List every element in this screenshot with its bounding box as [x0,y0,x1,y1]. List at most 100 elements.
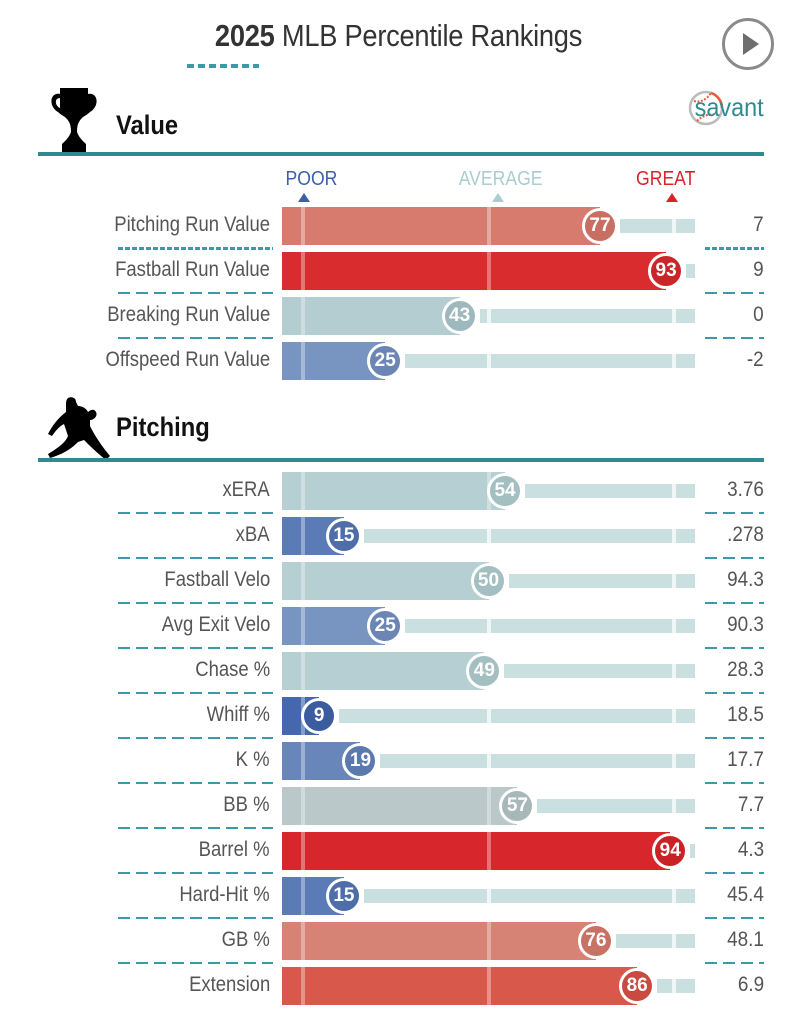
reference-line [486,889,491,903]
row-divider [118,872,273,874]
reference-line [672,309,677,323]
metric-row: Whiff % 9 18.5 [0,697,797,735]
reference-line [300,967,305,1005]
remaining-track [686,264,695,278]
reference-line [486,619,491,633]
metric-value: 45.4 [727,883,764,906]
row-divider [705,647,764,649]
percentile-badge[interactable]: 19 [342,743,379,779]
metric-row: Avg Exit Velo 25 90.3 [0,607,797,645]
great-marker-icon [666,193,678,202]
metric-row: K % 19 17.7 [0,742,797,780]
percentile-badge[interactable]: 94 [652,833,689,869]
reference-line [300,297,305,335]
percentile-track: 86 [282,967,695,1005]
row-divider [705,247,764,250]
play-button[interactable] [722,18,774,70]
row-divider [118,827,273,829]
reference-line [672,709,677,723]
metric-row: xERA 54 3.76 [0,472,797,510]
metric-value: 48.1 [727,928,764,951]
percentile-badge[interactable]: 25 [367,343,404,379]
scale-average-label: AVERAGE [458,168,543,190]
percentile-badge[interactable]: 15 [325,518,362,554]
title-underline [187,64,259,68]
reference-line [300,877,305,915]
remaining-track [380,754,695,768]
reference-line [300,742,305,780]
percentile-badge[interactable]: 77 [582,208,618,244]
percentile-track: 15 [282,517,695,555]
percentile-badge[interactable]: 76 [577,923,614,959]
reference-line [672,219,677,233]
reference-line [672,619,677,633]
metric-value: 6.9 [737,973,764,996]
poor-marker-icon [298,193,310,202]
metric-row: Offspeed Run Value 25 -2 [0,342,797,380]
reference-line [300,652,305,690]
reference-line [672,574,677,588]
remaining-track [525,484,695,498]
reference-line [300,252,305,290]
percentile-badge[interactable]: 49 [466,653,503,689]
metric-label: BB % [223,793,270,816]
metric-label: Fastball Run Value [115,258,270,281]
percentile-bar [282,297,460,335]
pitching-section-header: Pitching [38,394,764,462]
average-marker-icon [492,193,504,202]
reference-line [300,787,305,825]
percentile-track: 49 [282,652,695,690]
percentile-badge[interactable]: 86 [619,968,656,1004]
metric-label: K % [236,748,270,771]
reference-line [672,799,677,813]
percentile-badge[interactable]: 50 [470,563,507,599]
metric-row: Hard-Hit % 15 45.4 [0,877,797,915]
savant-wordmark: savant [695,92,764,122]
percentile-badge[interactable]: 57 [499,788,536,824]
metric-label: Barrel % [199,838,270,861]
row-divider [118,337,273,339]
reference-line [486,252,491,290]
reference-line [300,472,305,510]
percentile-bar [282,922,596,960]
trophy-icon [51,88,97,152]
percentile-badge[interactable]: 15 [325,878,362,914]
percentile-bar [282,787,518,825]
metric-row: Pitching Run Value 77 7 [0,207,797,245]
remaining-track [363,889,695,903]
metric-row: Chase % 49 28.3 [0,652,797,690]
value-section-header: Value savant [38,84,764,156]
metric-label: Breaking Run Value [106,303,270,326]
percentile-track: 15 [282,877,695,915]
metric-value: 7 [753,213,764,236]
reference-line [672,754,677,768]
metric-value: 18.5 [727,703,764,726]
percentile-bar [282,967,638,1005]
percentile-track: 57 [282,787,695,825]
percentile-badge[interactable]: 54 [487,473,524,509]
metric-label: Whiff % [206,703,270,726]
page-title: 2025 MLB Percentile Rankings [48,18,749,54]
metric-row: Breaking Run Value 43 0 [0,297,797,335]
row-divider [705,337,764,339]
percentile-badge[interactable]: 93 [648,253,685,289]
metric-label: GB % [221,928,270,951]
row-divider [705,602,764,604]
percentile-track: 94 [282,832,695,870]
remaining-track [537,799,695,813]
percentile-badge[interactable]: 43 [441,298,478,334]
percentile-bar [282,472,506,510]
row-divider [118,647,273,649]
remaining-track [339,709,695,723]
percentile-badge[interactable]: 25 [367,608,404,644]
metric-value: 9 [753,258,764,281]
reference-line [486,754,491,768]
metric-row: Extension 86 6.9 [0,967,797,1005]
percentile-bar [282,562,489,600]
section-title-pitching: Pitching [116,412,210,442]
metric-label: Offspeed Run Value [105,348,270,371]
row-divider [118,917,273,919]
percentile-badge[interactable]: 9 [301,698,338,734]
reference-line [300,342,305,380]
section-rule [38,152,764,156]
